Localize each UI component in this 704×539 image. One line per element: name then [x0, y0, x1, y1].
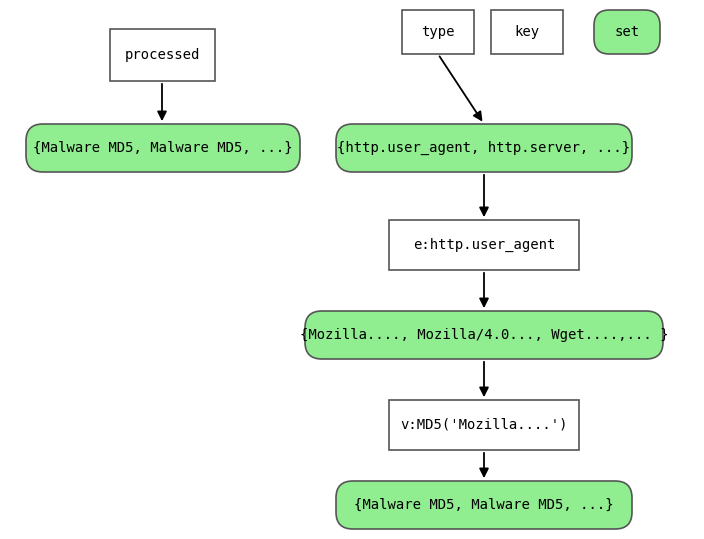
FancyBboxPatch shape — [594, 10, 660, 54]
FancyBboxPatch shape — [336, 481, 632, 529]
Text: set: set — [615, 25, 639, 39]
FancyBboxPatch shape — [389, 400, 579, 450]
Text: {Mozilla...., Mozilla/4.0..., Wget....,... }: {Mozilla...., Mozilla/4.0..., Wget....,.… — [300, 328, 668, 342]
FancyBboxPatch shape — [110, 29, 215, 81]
Text: {Malware MD5, Malware MD5, ...}: {Malware MD5, Malware MD5, ...} — [33, 141, 293, 155]
FancyBboxPatch shape — [305, 311, 663, 359]
Text: key: key — [515, 25, 539, 39]
Text: {http.user_agent, http.server, ...}: {http.user_agent, http.server, ...} — [337, 141, 631, 155]
FancyBboxPatch shape — [336, 124, 632, 172]
Text: v:MD5('Mozilla....'): v:MD5('Mozilla....') — [401, 418, 567, 432]
FancyBboxPatch shape — [491, 10, 563, 54]
FancyBboxPatch shape — [389, 220, 579, 270]
FancyBboxPatch shape — [402, 10, 474, 54]
FancyBboxPatch shape — [26, 124, 300, 172]
Text: processed: processed — [125, 48, 200, 62]
Text: e:http.user_agent: e:http.user_agent — [413, 238, 555, 252]
Text: type: type — [421, 25, 455, 39]
Text: {Malware MD5, Malware MD5, ...}: {Malware MD5, Malware MD5, ...} — [354, 498, 614, 512]
